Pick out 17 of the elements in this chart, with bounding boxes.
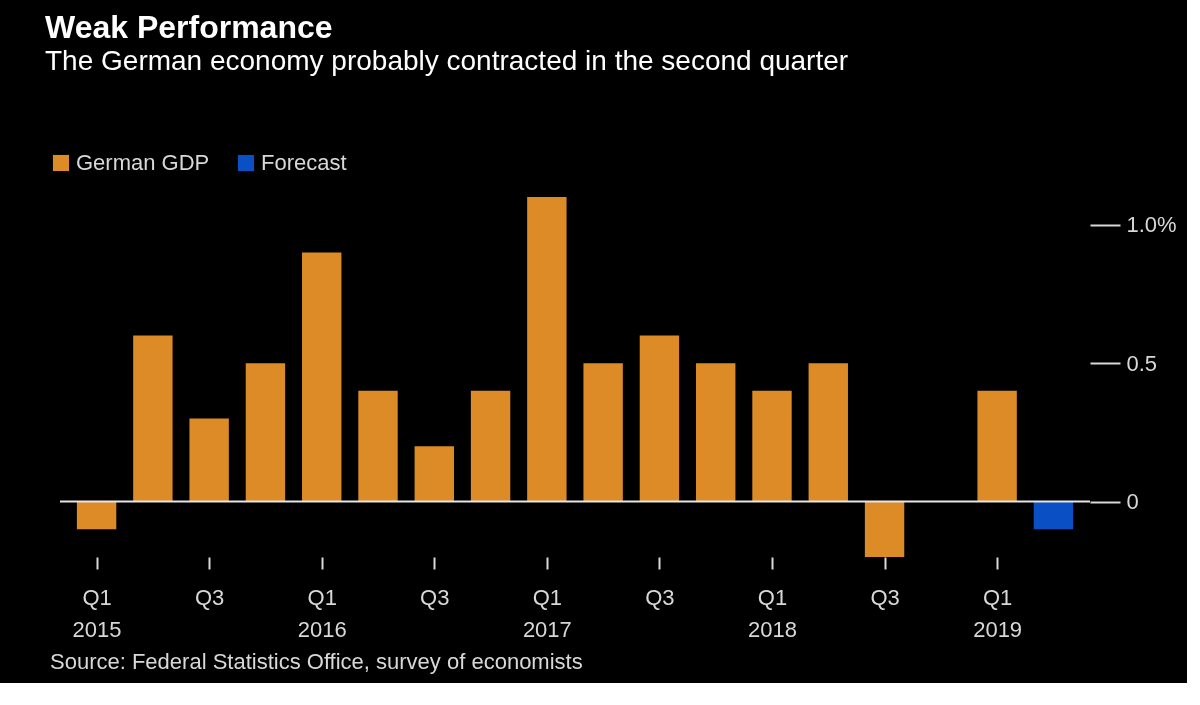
legend-label: German GDP [76, 150, 210, 175]
chart-subtitle: The German economy probably contracted in the second quarter [45, 45, 849, 76]
x-tick-label: Q1 2016 [297, 584, 347, 642]
x-tick-label: Q1 2018 [748, 584, 797, 642]
y-tick-label: 0 [1126, 489, 1139, 515]
source-note: Source: Federal Statistics Office, survey of economists [50, 649, 583, 674]
x-tick-label: Q1 2017 [522, 584, 572, 642]
x-tick-label: Q3 [194, 584, 225, 610]
x-tick-label: Q3 [870, 584, 900, 610]
chart-title: Weak Performance [45, 9, 333, 45]
legend-label: Forecast [261, 150, 347, 175]
x-tick-label: Q1 2015 [72, 584, 122, 642]
x-tick-label: Q3 [645, 584, 675, 610]
y-tick-label: 1.0% [1126, 212, 1177, 238]
y-tick-label: 0.5 [1126, 350, 1158, 376]
x-tick-label: Q1 2019 [973, 584, 1023, 642]
x-tick-label: Q3 [420, 584, 450, 610]
